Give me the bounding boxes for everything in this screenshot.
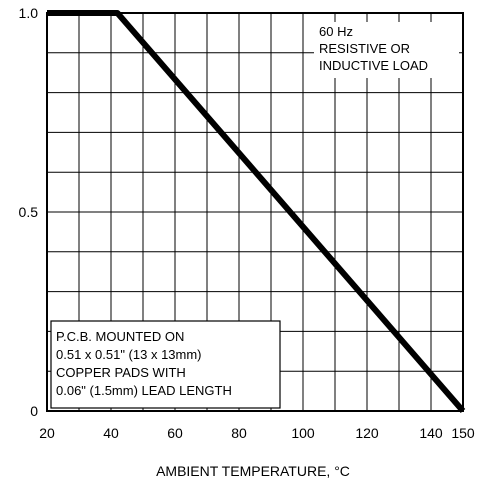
y-tick-label: 0.5 — [19, 204, 39, 220]
x-tick-label: 20 — [39, 425, 55, 441]
annotation-mounting-line: 0.06" (1.5mm) LEAD LENGTH — [56, 383, 232, 398]
annotation-mounting-line: P.C.B. MOUNTED ON — [56, 329, 184, 344]
x-tick-label: 80 — [231, 425, 247, 441]
x-tick-label: 120 — [355, 425, 379, 441]
derating-curve — [47, 10, 466, 413]
annotation-mounting-line: COPPER PADS WITH — [56, 365, 186, 380]
y-tick-label: 1.0 — [19, 5, 39, 21]
x-tick-label: 140 — [419, 425, 443, 441]
annotation-mounting-conditions: P.C.B. MOUNTED ON 0.51 x 0.51" (13 x 13mm… — [56, 329, 232, 398]
x-axis-tick-labels: 20 40 60 80 100 120 140 150 — [39, 425, 475, 441]
annotation-load-line: INDUCTIVE LOAD — [319, 58, 428, 73]
x-tick-label: 100 — [291, 425, 315, 441]
x-tick-label: 40 — [103, 425, 119, 441]
annotation-load-line: 60 Hz — [319, 24, 353, 39]
annotation-box-load — [314, 22, 459, 78]
plot-frame — [46, 12, 464, 412]
annotation-load-line: RESISTIVE OR — [319, 41, 410, 56]
annotation-mounting-line: 0.51 x 0.51" (13 x 13mm) — [56, 347, 202, 362]
annotation-load-conditions: 60 Hz RESISTIVE OR INDUCTIVE LOAD — [319, 24, 428, 73]
x-tick-label: 60 — [167, 425, 183, 441]
x-tick-label: 150 — [451, 425, 475, 441]
y-axis-tick-labels: 0 0.5 1.0 — [19, 5, 39, 419]
annotation-box-mounting — [50, 320, 281, 409]
y-tick-label: 0 — [30, 403, 38, 419]
x-axis-label: AMBIENT TEMPERATURE, °C — [156, 463, 350, 479]
